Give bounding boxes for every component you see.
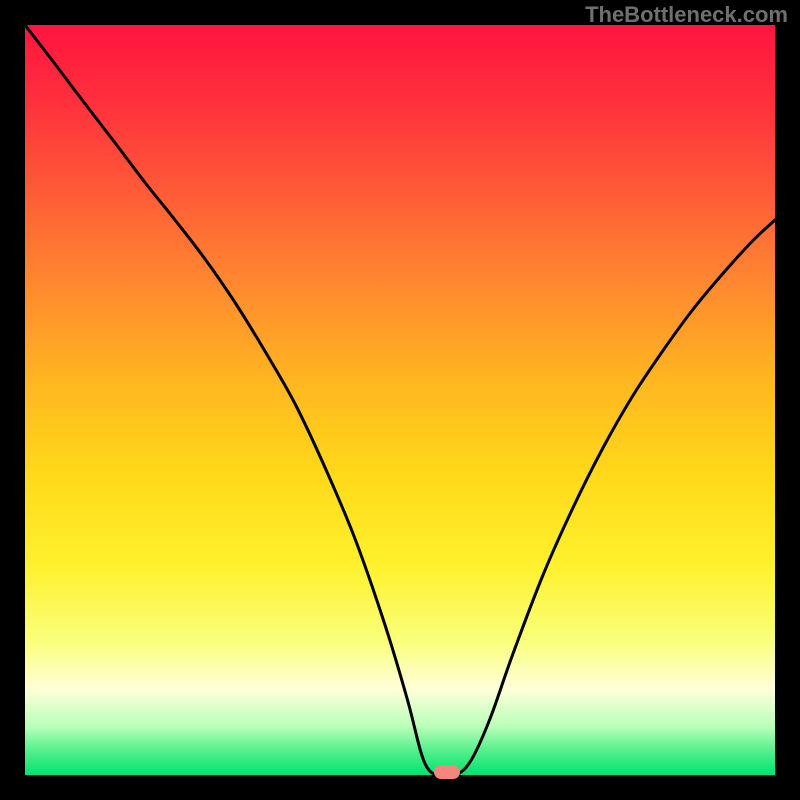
bottleneck-curve bbox=[25, 25, 775, 775]
curve-path bbox=[25, 25, 775, 776]
plot-area bbox=[25, 25, 775, 775]
valley-marker bbox=[434, 765, 460, 779]
watermark-text: TheBottleneck.com bbox=[585, 2, 788, 28]
